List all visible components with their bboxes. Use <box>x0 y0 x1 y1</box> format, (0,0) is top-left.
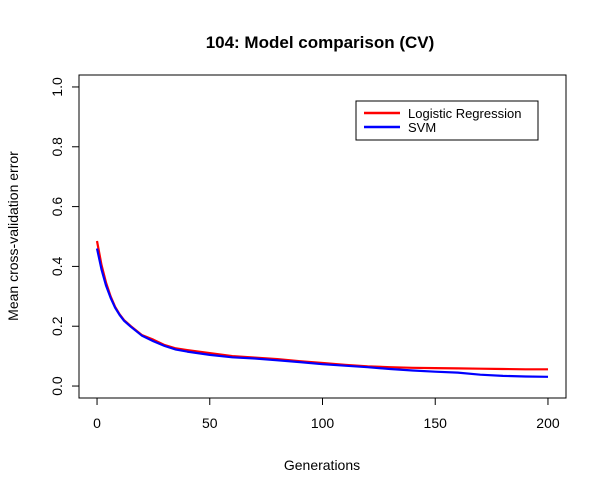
x-axis-label: Generations <box>284 457 360 473</box>
series-line-logistic-regression <box>95 240 548 371</box>
series-layer <box>95 240 549 378</box>
x-axis: 0 50 100 150 200 <box>93 397 560 431</box>
legend-box <box>355 100 539 141</box>
y-tick-label: 0.0 <box>49 376 65 396</box>
y-tick-label: 0.8 <box>49 137 65 157</box>
y-tick-label: 1.0 <box>49 77 65 97</box>
x-tick-label: 200 <box>536 415 560 431</box>
x-tick-label: 100 <box>311 415 335 431</box>
chart-title: 104: Model comparison (CV) <box>206 33 435 52</box>
y-axis: 0.0 0.2 0.4 0.6 0.8 1.0 <box>49 77 80 396</box>
y-tick-label: 0.6 <box>49 197 65 217</box>
y-tick-label: 0.4 <box>49 256 65 276</box>
x-tick-label: 150 <box>424 415 448 431</box>
x-tick-label: 0 <box>93 415 101 431</box>
y-axis-label: Mean cross-validation error <box>5 151 21 321</box>
series-line-svm <box>95 248 549 378</box>
y-tick-label: 0.2 <box>49 316 65 336</box>
x-tick-label: 50 <box>202 415 218 431</box>
legend-label-svm: SVM <box>408 120 436 135</box>
legend-label-logistic-regression: Logistic Regression <box>408 106 521 121</box>
legend: Logistic Regression SVM <box>355 100 539 141</box>
